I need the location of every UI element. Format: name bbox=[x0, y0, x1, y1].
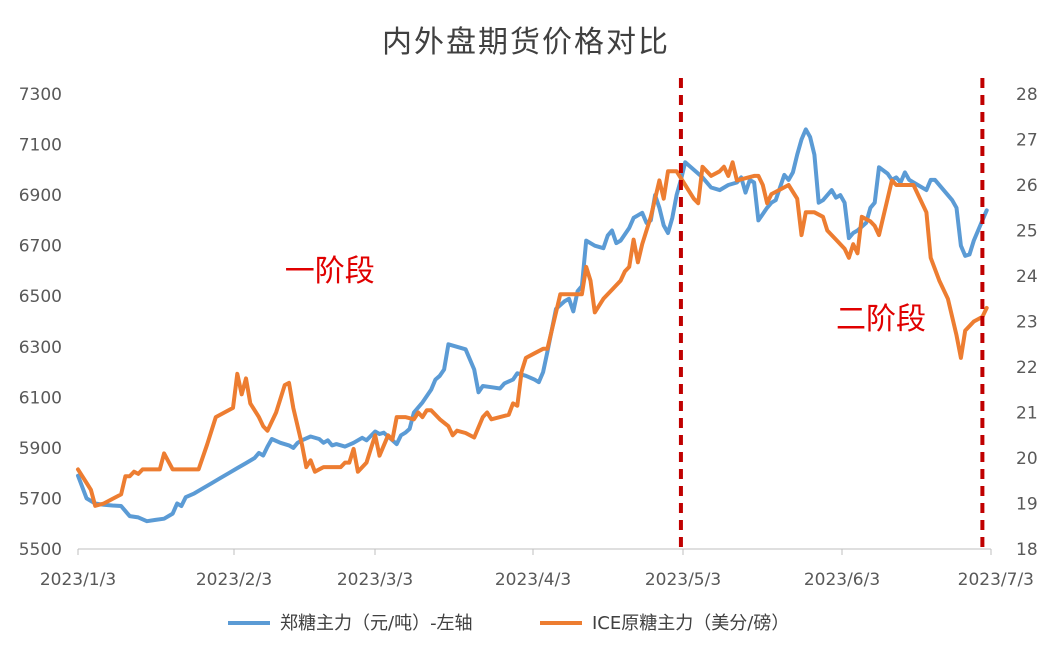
right-tick-label: 19 bbox=[1016, 495, 1038, 515]
x-tick-label: 2023/2/3 bbox=[196, 570, 272, 590]
x-tick-label: 2023/6/3 bbox=[804, 570, 880, 590]
right-tick-label: 25 bbox=[1016, 222, 1038, 242]
left-tick-label: 6700 bbox=[19, 237, 62, 257]
left-tick-label: 5700 bbox=[19, 489, 62, 509]
series-line-ice-raw-sugar bbox=[76, 160, 989, 508]
legend-label-ice-raw-sugar: ICE原糖主力（美分/磅） bbox=[592, 613, 789, 634]
left-tick-label: 7300 bbox=[19, 85, 62, 105]
right-tick-label: 28 bbox=[1016, 85, 1038, 105]
annotation-stage-two: 二阶段 bbox=[836, 302, 926, 337]
legend: 郑糖主力（元/吨）-左轴 ICE原糖主力（美分/磅） bbox=[228, 613, 789, 634]
left-tick-label: 6100 bbox=[19, 388, 62, 408]
right-tick-label: 22 bbox=[1016, 358, 1038, 378]
left-tick-label: 6900 bbox=[19, 186, 62, 206]
right-tick-label: 20 bbox=[1016, 449, 1038, 469]
right-tick-label: 23 bbox=[1016, 313, 1038, 333]
right-tick-label: 27 bbox=[1016, 131, 1038, 151]
left-tick-label: 7100 bbox=[19, 136, 62, 156]
left-tick-label: 6500 bbox=[19, 287, 62, 307]
right-tick-label: 18 bbox=[1016, 540, 1038, 560]
right-tick-label: 26 bbox=[1016, 176, 1038, 196]
plot-area bbox=[76, 127, 989, 524]
x-tick-label: 2023/4/3 bbox=[495, 570, 571, 590]
stage-dividers bbox=[678, 78, 985, 550]
x-tick-label: 2023/1/3 bbox=[40, 570, 116, 590]
right-tick-label: 21 bbox=[1016, 404, 1038, 424]
left-axis-ticks: 5500 5700 5900 6100 6300 6500 6700 6900 7100 7300 bbox=[19, 85, 62, 560]
annotation-stage-one: 一阶段 bbox=[285, 254, 375, 289]
x-tick-label: 2023/3/3 bbox=[337, 570, 413, 590]
legend-label-zhengtang: 郑糖主力（元/吨）-左轴 bbox=[280, 613, 473, 634]
x-tick-label: 2023/5/3 bbox=[645, 570, 721, 590]
right-tick-label: 24 bbox=[1016, 267, 1038, 287]
x-tick-label: 2023/7/3 bbox=[958, 570, 1034, 590]
left-tick-label: 5500 bbox=[19, 540, 62, 560]
right-axis-ticks: 18 19 20 21 22 23 24 25 26 27 28 bbox=[1016, 85, 1038, 560]
left-tick-label: 5900 bbox=[19, 439, 62, 459]
x-axis: 2023/1/3 2023/2/3 2023/3/3 2023/4/3 2023/5/3… bbox=[40, 548, 1034, 590]
chart-title: 内外盘期货价格对比 bbox=[382, 25, 670, 60]
left-tick-label: 6300 bbox=[19, 338, 62, 358]
